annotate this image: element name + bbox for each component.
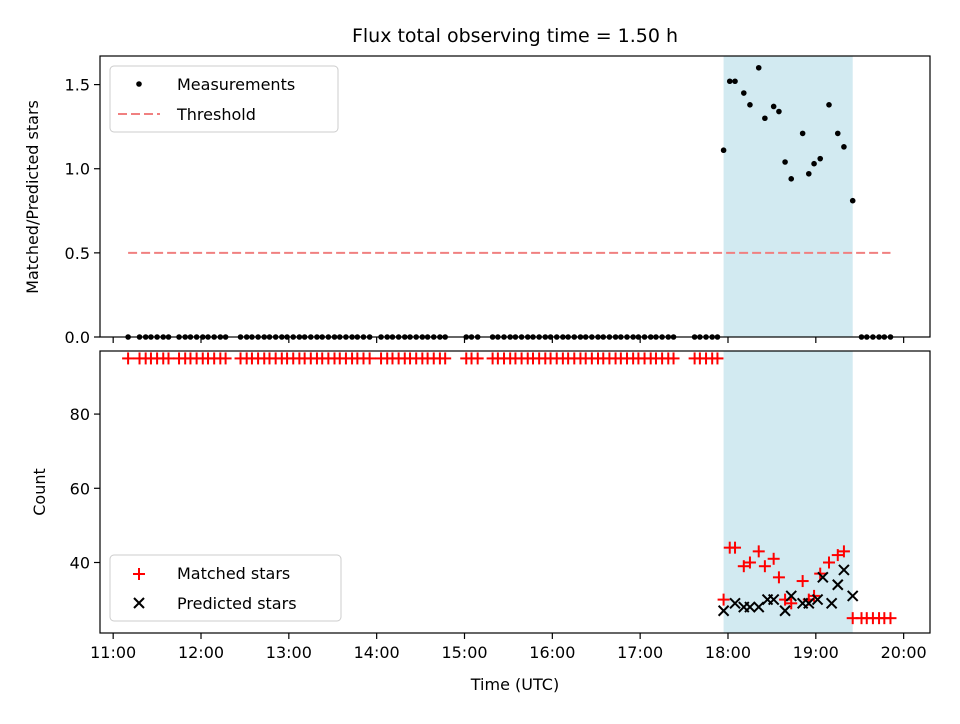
ratio-highlight-span (723, 56, 853, 337)
measurements-point (770, 103, 777, 110)
matched-stars-point (796, 575, 809, 588)
x-tick-label: 15:00 (441, 643, 487, 662)
matched-stars-point (711, 352, 724, 365)
measurements-point (740, 90, 747, 96)
predicted-stars-point (779, 605, 791, 617)
count-legend-box (109, 554, 342, 622)
legend-threshold-label: Threshold (176, 105, 256, 124)
x-tick-label: 12:00 (178, 643, 224, 662)
predicted-stars-point (717, 605, 730, 617)
ratio-y-tick-label: 0.0 (65, 328, 90, 347)
legend-predicted-marker (133, 597, 145, 609)
predicted-stars-point (825, 597, 838, 610)
x-tick-label: 16:00 (529, 643, 575, 662)
measurements-point (726, 78, 733, 85)
measurements-point (788, 176, 795, 182)
legend-matched-marker (133, 568, 145, 580)
matched-stars-point (162, 352, 175, 365)
measurements-point (849, 197, 856, 204)
predicted-stars-point (838, 564, 850, 576)
matched-stars-point (785, 597, 798, 610)
x-tick-label: 11:00 (90, 643, 136, 662)
measurements-point (776, 108, 782, 115)
x-tick-label: 20:00 (881, 643, 927, 662)
x-tick-label: 14:00 (354, 643, 400, 662)
measurements-point (826, 101, 832, 108)
measurements-point (782, 159, 788, 165)
count-y-tick-label: 40 (70, 554, 90, 573)
ratio-y-tick-label: 1.0 (65, 160, 90, 179)
matched-stars-point (122, 352, 135, 365)
matched-stars-point (837, 545, 850, 558)
predicted-stars-point (832, 579, 844, 591)
predicted-stars-point (785, 590, 797, 602)
x-tick-label: 13:00 (266, 643, 312, 662)
measurements-point (817, 155, 824, 162)
x-tick-label: 19:00 (793, 643, 839, 662)
measurements-point (841, 144, 847, 150)
measurements-point (811, 160, 817, 167)
matched-stars-point (439, 352, 452, 365)
legend-measurements-marker (136, 81, 142, 87)
matched-stars-point (822, 556, 835, 569)
matched-stars-point (758, 560, 771, 573)
predicted-stars-point (729, 597, 741, 610)
matched-stars-point (767, 552, 780, 565)
ratio-y-tick-label: 0.5 (65, 244, 90, 263)
measurements-point (720, 147, 727, 154)
matched-stars-point (717, 593, 730, 606)
matched-stars-point (667, 352, 680, 365)
count-highlight-span (723, 351, 853, 633)
count-y-tick-label: 80 (70, 405, 90, 424)
predicted-stars-point (811, 593, 824, 606)
predicted-stars-point (847, 590, 859, 602)
predicted-stars-point (817, 571, 829, 584)
measurements-point (732, 78, 738, 85)
predicted-stars-point (803, 597, 815, 610)
ratio-y-axis-label: Matched/Predicted stars (23, 100, 42, 294)
legend-matched-label: Matched stars (177, 564, 290, 583)
x-tick-label: 17:00 (617, 643, 663, 662)
count-legend: Matched stars Predicted stars (109, 554, 342, 622)
matched-stars-point (471, 352, 484, 365)
measurements-point (834, 130, 841, 137)
measurements-point (755, 64, 762, 71)
matched-stars-point (219, 352, 232, 365)
measurements-point (762, 115, 768, 122)
x-tick-label: 18:00 (705, 643, 751, 662)
matched-stars-point (743, 556, 756, 569)
ratio-legend: Measurements Threshold (109, 65, 339, 133)
ratio-axes-frame (99, 55, 931, 338)
predicted-stars-point (744, 601, 756, 613)
matched-stars-point (779, 593, 792, 606)
legend-predicted-label: Predicted stars (177, 594, 297, 613)
matched-stars-point (363, 352, 376, 365)
ratio-panel: 0.0 0.5 1.0 1.5 Matched/Predicted stars Mea… (23, 55, 931, 347)
count-panel: 40 60 80 11:00 12:00 13:00 14:00 15:00 16:00 17:… (30, 350, 931, 694)
count-y-tick-label: 60 (70, 479, 90, 498)
measurements-point (799, 130, 806, 137)
matched-stars-point (772, 571, 785, 584)
matched-stars-point (752, 545, 765, 558)
measurements-point (747, 101, 753, 108)
matched-stars-point (729, 541, 742, 554)
ratio-legend-box (109, 65, 339, 133)
chart-title: Flux total observing time = 1.50 h (352, 25, 678, 47)
count-y-axis-label: Count (30, 468, 49, 516)
x-axis-label: Time (UTC) (470, 675, 559, 694)
matched-stars-point (737, 560, 750, 573)
ratio-y-tick-label: 1.5 (65, 76, 90, 95)
count-axes-frame (99, 350, 931, 634)
matched-stars-point (831, 549, 844, 562)
measurements-point (805, 170, 812, 177)
predicted-stars-point (767, 593, 780, 606)
matched-stars-point (884, 612, 897, 625)
legend-measurements-label: Measurements (177, 75, 295, 94)
